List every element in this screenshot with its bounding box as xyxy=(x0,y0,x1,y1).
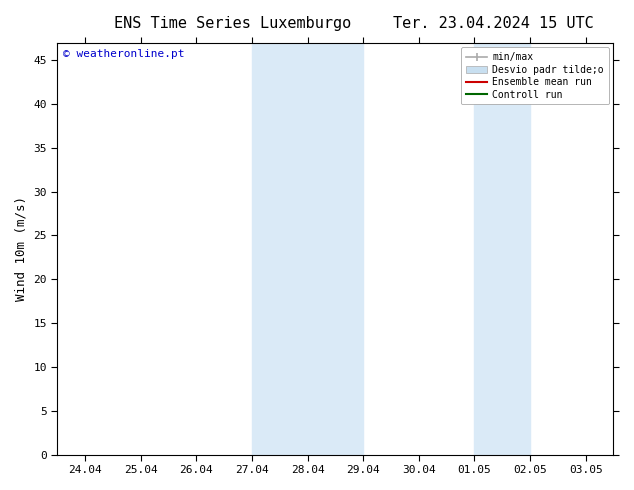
Text: © weatheronline.pt: © weatheronline.pt xyxy=(63,49,184,59)
Text: Ter. 23.04.2024 15 UTC: Ter. 23.04.2024 15 UTC xyxy=(393,16,594,31)
Legend: min/max, Desvio padr tilde;o, Ensemble mean run, Controll run: min/max, Desvio padr tilde;o, Ensemble m… xyxy=(461,48,609,104)
Bar xyxy=(474,43,530,455)
Bar xyxy=(252,43,363,455)
Text: ENS Time Series Luxemburgo: ENS Time Series Luxemburgo xyxy=(114,16,351,31)
Y-axis label: Wind 10m (m/s): Wind 10m (m/s) xyxy=(15,196,28,301)
